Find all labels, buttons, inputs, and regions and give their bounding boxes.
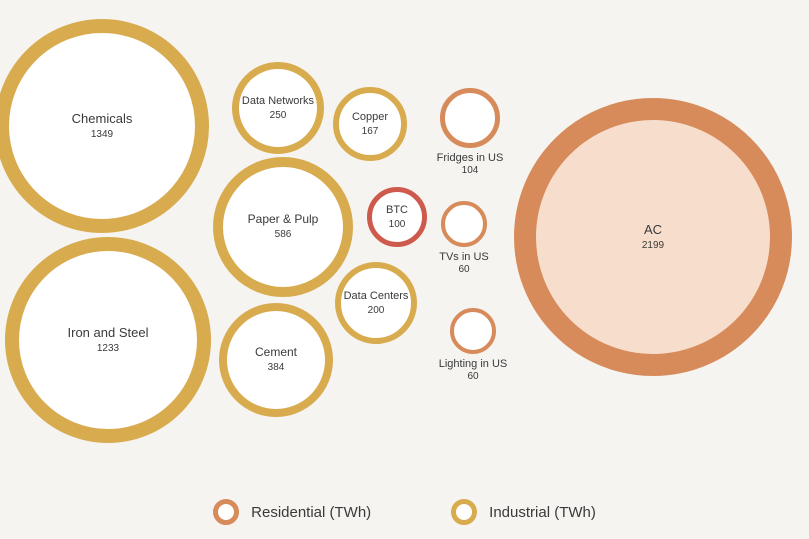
bubble-value: 200: [368, 305, 385, 317]
bubble-value: 104: [430, 165, 510, 177]
bubble-btc: BTC 100: [367, 187, 427, 247]
bubble-label: Chemicals: [72, 112, 133, 127]
bubble-label: AC: [644, 223, 662, 238]
bubble-tvs-us: [441, 201, 487, 247]
bubble-label: Data Centers: [344, 290, 409, 303]
bubble-ext-label-tvs-us: TVs in US60: [424, 251, 504, 275]
legend-label-industrial: Industrial (TWh): [489, 504, 596, 521]
bubble-label: BTC: [386, 204, 408, 217]
bubble-label: Lighting in US: [433, 358, 513, 371]
bubble-data-networks: Data Networks 250: [232, 62, 324, 154]
legend: Residential (TWh) Industrial (TWh): [0, 499, 809, 525]
bubble-value: 2199: [642, 240, 664, 252]
bubble-value: 384: [268, 362, 285, 374]
bubble-fridges-us: [440, 88, 500, 148]
bubble-ac: AC 2199: [514, 98, 792, 376]
bubble-label: Data Networks: [242, 95, 314, 108]
legend-swatch-industrial: [451, 499, 477, 525]
bubble-iron-steel: Iron and Steel 1233: [5, 237, 211, 443]
bubble-value: 250: [270, 110, 287, 122]
bubble-label: TVs in US: [424, 251, 504, 264]
bubble-value: 167: [362, 126, 379, 138]
bubble-ext-label-fridges-us: Fridges in US104: [430, 152, 510, 176]
legend-item-residential: Residential (TWh): [213, 499, 371, 525]
bubble-label: Cement: [255, 346, 297, 360]
chart-stage: Chemicals 1349 Iron and Steel 1233 Paper & P…: [0, 0, 809, 539]
bubble-cement: Cement 384: [219, 303, 333, 417]
bubble-copper: Copper 167: [333, 87, 407, 161]
bubble-label: Fridges in US: [430, 152, 510, 165]
bubble-ext-label-lighting-us: Lighting in US60: [433, 358, 513, 382]
legend-label-residential: Residential (TWh): [251, 504, 371, 521]
legend-item-industrial: Industrial (TWh): [451, 499, 596, 525]
bubble-value: 1233: [97, 343, 119, 355]
bubble-label: Iron and Steel: [68, 326, 149, 341]
bubble-value: 1349: [91, 129, 113, 141]
bubble-value: 586: [275, 229, 292, 241]
legend-swatch-residential: [213, 499, 239, 525]
bubble-paper-pulp: Paper & Pulp 586: [213, 157, 353, 297]
bubble-value: 60: [433, 371, 513, 383]
bubble-value: 100: [389, 219, 406, 231]
bubble-data-centers: Data Centers 200: [335, 262, 417, 344]
bubble-lighting-us: [450, 308, 496, 354]
bubble-value: 60: [424, 264, 504, 276]
bubble-chemicals: Chemicals 1349: [0, 19, 209, 233]
bubble-label: Copper: [352, 111, 388, 124]
bubble-label: Paper & Pulp: [248, 213, 319, 227]
